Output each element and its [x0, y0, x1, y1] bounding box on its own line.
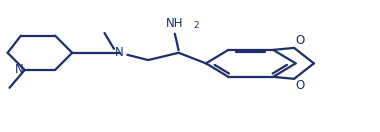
Text: N: N	[15, 63, 24, 76]
Text: O: O	[296, 79, 305, 93]
Text: NH: NH	[166, 17, 184, 30]
Text: N: N	[115, 46, 124, 59]
Text: 2: 2	[193, 21, 199, 30]
Text: O: O	[296, 34, 305, 47]
